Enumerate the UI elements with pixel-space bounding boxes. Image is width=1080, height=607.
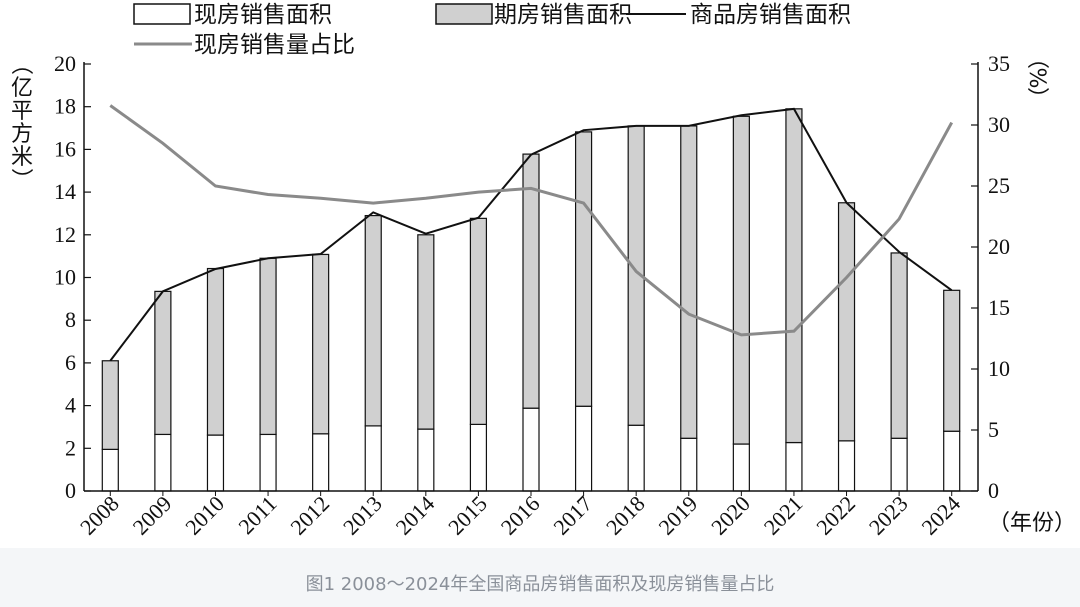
x-tick-label: 2008 [75, 491, 124, 540]
y2-tick-label: 20 [988, 234, 1010, 259]
bar-existing-2014 [417, 428, 435, 492]
x-tick-label: 2023 [864, 491, 913, 540]
legend-label-ratio: 现房销售量占比 [194, 32, 355, 58]
x-tick-label: 2009 [128, 491, 177, 540]
bar-presale-2013 [364, 214, 382, 427]
x-tick-label: 2016 [496, 491, 545, 540]
bar-existing-2012 [312, 433, 330, 492]
bar-existing-2013 [364, 425, 382, 492]
y2-tick-label: 15 [988, 295, 1010, 320]
figure-caption: 图1 2008～2024年全国商品房销售面积及现房销售量占比 [305, 574, 775, 595]
legend-label-existing: 现房销售面积 [194, 2, 332, 28]
bar-presale-2024 [943, 289, 961, 432]
y-axis-title-char: （ [8, 53, 33, 75]
y-tick-label: 12 [54, 222, 76, 247]
legend-label-presale: 期房销售面积 [494, 2, 632, 28]
bar-existing-2020 [732, 443, 750, 492]
line-existing-ratio [109, 104, 954, 337]
x-tick-label: 2018 [601, 491, 650, 540]
y-axis-title-char: 方 [11, 122, 33, 147]
y-axis-title-char: ） [8, 168, 33, 190]
y-tick-label: 2 [65, 435, 76, 460]
line-total-sales [109, 107, 953, 362]
y-axis-title-char: 平 [11, 99, 33, 124]
y-axis-title-char: 亿 [11, 76, 33, 101]
bar-presale-2022 [837, 202, 856, 442]
x-tick-label: 2020 [706, 491, 755, 540]
bar-presale-2008 [101, 360, 119, 450]
y2-tick-label: 10 [988, 356, 1010, 381]
x-tick-label: 2024 [916, 491, 965, 540]
bar-existing-2018 [627, 424, 645, 492]
bar-presale-2014 [417, 234, 435, 430]
x-tick-label: 2013 [338, 491, 387, 540]
y2-axis-title-char: % [1024, 68, 1049, 89]
y-tick-label: 0 [65, 478, 76, 503]
lines-layer [109, 104, 954, 362]
x-tick-label: 2017 [548, 491, 597, 540]
bar-existing-2024 [943, 430, 961, 492]
bar-presale-2010 [206, 267, 225, 436]
bar-existing-2011 [259, 433, 277, 492]
y-tick-label: 6 [65, 350, 76, 375]
x-tick-label: 2012 [285, 491, 334, 540]
y-tick-label: 20 [54, 51, 76, 76]
legend-swatch-existing [133, 3, 191, 25]
y2-tick-label: 25 [988, 173, 1010, 198]
y2-axis-title-char: （ [1024, 47, 1049, 69]
y-tick-label: 18 [54, 94, 76, 119]
x-tick-label: 2011 [233, 491, 281, 539]
x-tick-label: 2014 [391, 491, 440, 540]
bar-presale-2016 [522, 153, 540, 409]
x-tick-label: 2021 [759, 491, 808, 540]
bar-presale-2021 [785, 108, 803, 444]
bar-presale-2009 [154, 290, 172, 436]
x-tick-label: 2010 [180, 491, 229, 540]
bar-presale-2011 [259, 257, 277, 436]
y-tick-label: 8 [65, 307, 76, 332]
legend-label-total: 商品房销售面积 [690, 2, 851, 28]
bars-layer [101, 108, 961, 492]
y-tick-label: 14 [54, 179, 76, 204]
y2-tick-label: 30 [988, 112, 1010, 137]
x-tick-label: 2022 [811, 491, 860, 540]
bar-existing-2009 [154, 433, 172, 492]
y2-tick-label: 0 [988, 478, 999, 503]
bar-existing-2008 [101, 448, 119, 492]
bar-presale-2020 [732, 115, 750, 445]
chart-figure: 现房销售面积 期房销售面积 商品房销售面积现房销售量占比 0 2 4 6 8 10 12 14 16… [0, 0, 1080, 548]
y2-axis-title-char: ） [1024, 87, 1049, 109]
bar-existing-2010 [206, 434, 225, 492]
x-axis-title: （年份） [988, 511, 1076, 536]
y-tick-label: 4 [65, 393, 76, 418]
x-tick-label: 2015 [443, 491, 492, 540]
bar-presale-2019 [680, 125, 698, 439]
y-tick-label: 10 [54, 265, 76, 290]
bar-existing-2019 [680, 437, 698, 492]
bar-presale-2023 [890, 252, 908, 439]
bar-presale-2017 [574, 131, 593, 407]
bar-presale-2015 [469, 217, 488, 425]
bar-presale-2012 [312, 253, 330, 435]
bar-existing-2016 [522, 407, 540, 492]
bar-existing-2021 [785, 441, 803, 492]
x-tick-label: 2019 [654, 491, 703, 540]
bar-existing-2015 [469, 423, 488, 492]
bar-existing-2017 [574, 405, 593, 492]
y-axis-title-char: 米 [11, 145, 33, 170]
bar-existing-2022 [837, 440, 856, 492]
y2-tick-label: 35 [988, 51, 1010, 76]
y-tick-label: 16 [54, 136, 76, 161]
bar-existing-2023 [890, 437, 908, 492]
y2-tick-label: 5 [988, 417, 999, 442]
legend-swatch-presale [435, 3, 493, 25]
